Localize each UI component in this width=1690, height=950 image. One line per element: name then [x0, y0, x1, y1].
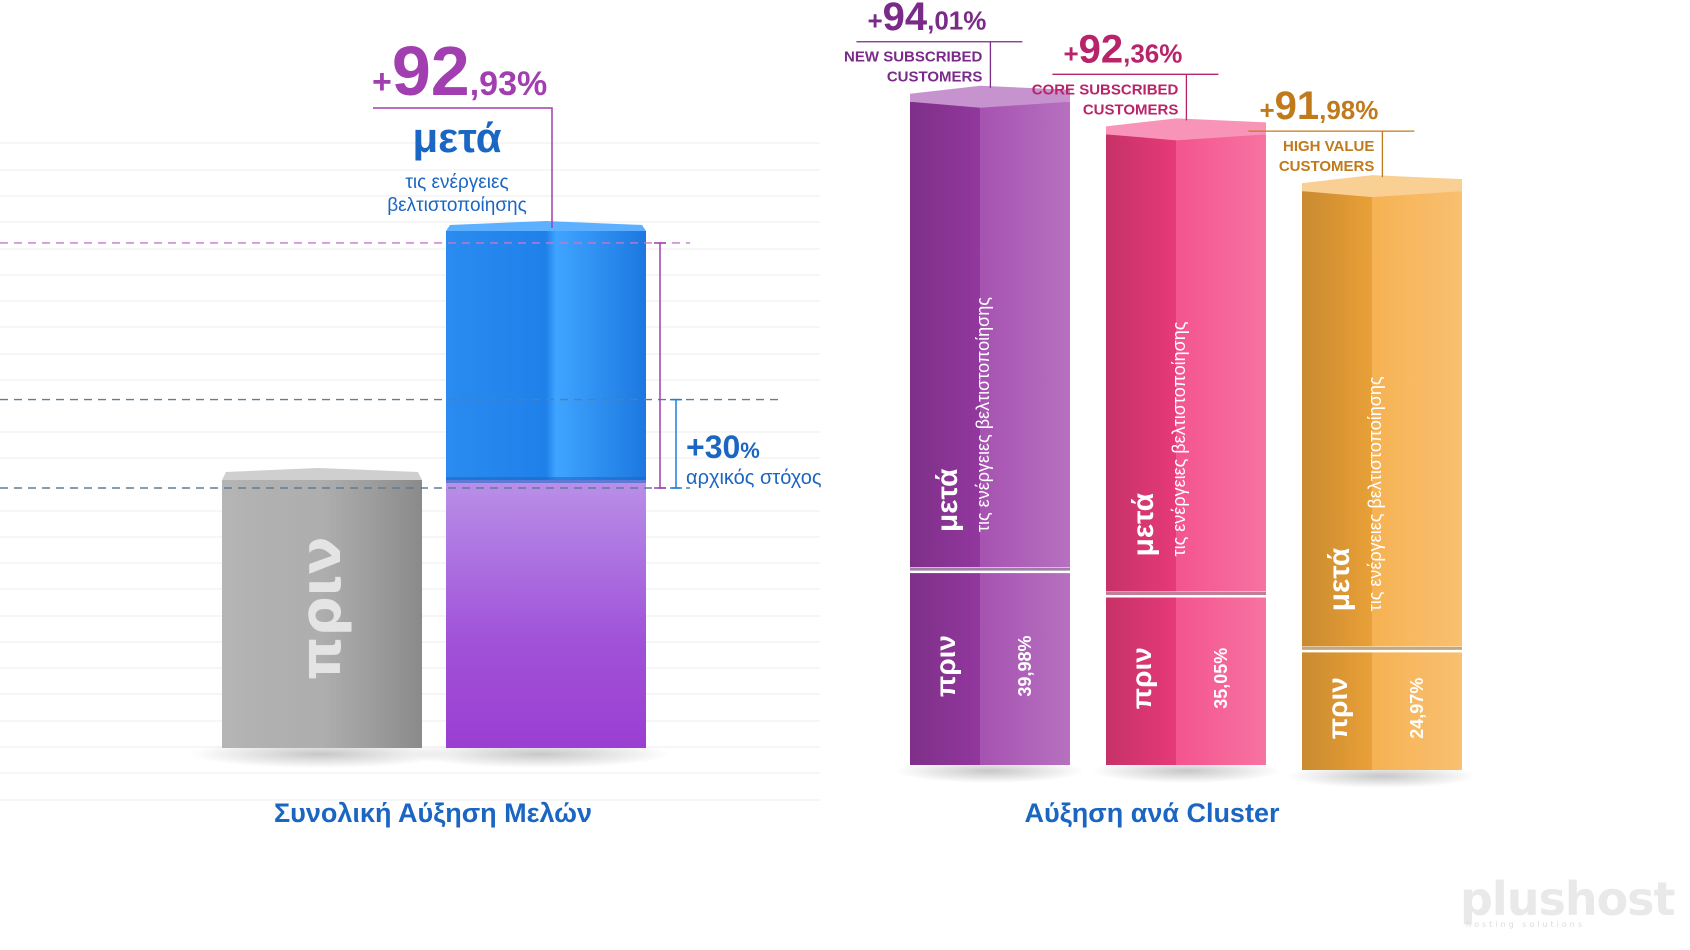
cluster-growth-sign: +: [1259, 95, 1274, 125]
chart-title: Αύξηση ανά Cluster: [1025, 798, 1280, 828]
after-subtitle-2: βελτιστοποίησης: [387, 195, 527, 216]
bar-before-top: [222, 468, 422, 480]
target-label: αρχικός στόχος: [686, 467, 822, 489]
cluster-growth-decimal: ,01%: [927, 6, 986, 36]
cluster-name-line2: CUSTOMERS: [887, 69, 983, 86]
target-unit: %: [740, 438, 760, 463]
cluster-bar-after-right: [1372, 191, 1462, 647]
after-title: μετά: [412, 114, 501, 161]
cluster-after-label: μετά: [1127, 492, 1160, 556]
cluster-growth-value: +92,36%: [1063, 27, 1182, 71]
cluster-name-line2: CUSTOMERS: [1083, 101, 1179, 118]
chart-title: Συνολική Αύξηση Μελών: [274, 798, 592, 828]
cluster-after-sublabel: τις ενέργειες βελτιστοποίησης: [1365, 376, 1385, 611]
cluster-before-value: 35,05%: [1211, 648, 1231, 709]
target-bracket: [670, 398, 682, 489]
cluster-bar-after-right: [980, 101, 1070, 568]
growth-leader: [373, 107, 553, 228]
cluster-growth-decimal: ,98%: [1319, 95, 1378, 125]
cluster-bar-after-left: [1106, 134, 1177, 592]
cluster-growth-sign: +: [1063, 38, 1078, 68]
cluster-name-line2: CUSTOMERS: [1279, 158, 1375, 175]
cluster-bar-before-right: [980, 573, 1070, 765]
cluster-before-value: 24,97%: [1407, 678, 1427, 739]
cluster-bar-before-left: [1106, 597, 1177, 765]
target-value: +30%: [686, 429, 760, 465]
cluster-leader: [856, 41, 1023, 88]
bar-before-label: πριν: [289, 536, 354, 680]
cluster-bar-after-right: [1176, 134, 1266, 592]
bar-after-growth: [446, 230, 646, 480]
growth-value: +92,93%: [372, 32, 547, 110]
cluster-growth-value: +91,98%: [1259, 84, 1378, 128]
cluster-before-label: πριν: [1126, 647, 1157, 709]
bar-after-seam: [446, 477, 646, 483]
plushost-tagline: hosting solutions: [1466, 920, 1586, 929]
cluster-bar-before-left: [910, 573, 981, 765]
cluster-after-label: μετά: [931, 468, 964, 532]
cluster-bar-before-right: [1176, 597, 1266, 765]
right-chart: πριν 39,98% μετά τις ενέργειες βελτιστοποίη…: [844, 0, 1477, 828]
cluster-before-label: πριν: [1322, 677, 1353, 739]
cluster-leader: [1052, 73, 1219, 121]
cluster-after-label: μετά: [1323, 547, 1356, 611]
growth-bracket: [654, 242, 666, 489]
cluster-bar-before-left: [1302, 652, 1373, 770]
cluster-growth-value: +94,01%: [867, 0, 986, 39]
growth-int: 92: [392, 32, 470, 110]
cluster-bar-after-left: [1302, 191, 1373, 647]
cluster-bar-after-left: [910, 101, 981, 568]
cluster-name-line1: HIGH VALUE: [1283, 138, 1374, 155]
cluster-leader: [1248, 130, 1415, 178]
cluster-bar-top: [1302, 175, 1462, 198]
bar-before-shine: [222, 480, 422, 748]
cluster-growth-int: 92: [1079, 27, 1124, 71]
cluster-growth-int: 94: [883, 0, 928, 39]
after-subtitle-1: τις ενέργειες: [405, 172, 508, 193]
cluster-growth-sign: +: [867, 6, 882, 36]
cluster-after-sublabel: τις ενέργειες βελτιστοποίησης: [1169, 321, 1189, 556]
bar-after-top: [446, 220, 646, 231]
bar-after-base: [446, 480, 646, 748]
cluster-before-label: πριν: [930, 635, 961, 697]
cluster-growth-decimal: ,36%: [1123, 38, 1182, 68]
cluster-growth-int: 91: [1275, 84, 1320, 128]
plushost-logo: plushost: [1460, 872, 1676, 926]
cluster-bar-top: [910, 85, 1070, 108]
cluster-name-line1: CORE SUBSCRIBED: [1032, 81, 1179, 98]
cluster-after-sublabel: τις ενέργειες βελτιστοποίησης: [973, 297, 993, 532]
cluster-bar-before-right: [1372, 652, 1462, 770]
cluster-bar-top: [1106, 118, 1266, 141]
growth-decimal: ,93%: [470, 65, 548, 103]
cluster-before-value: 39,98%: [1015, 636, 1035, 697]
cluster-name-line1: NEW SUBSCRIBED: [844, 49, 983, 66]
growth-sign: +: [372, 63, 392, 101]
